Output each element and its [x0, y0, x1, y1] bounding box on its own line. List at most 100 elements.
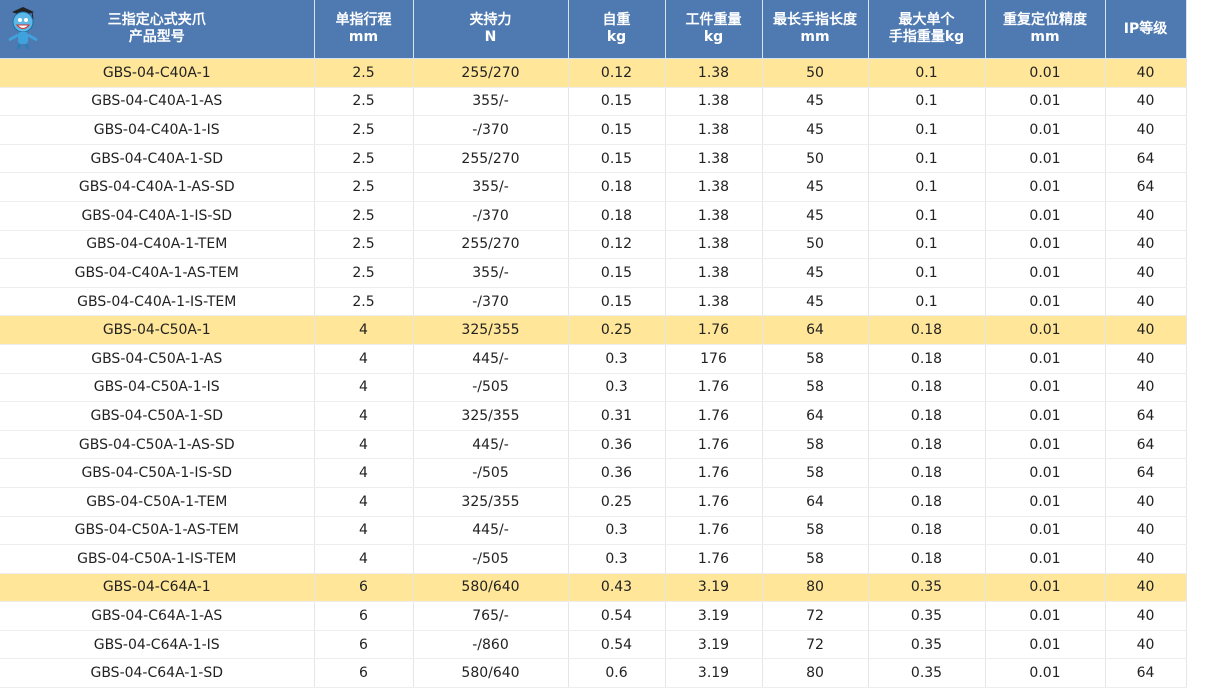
- cell-workpiece-weight: 1.38: [665, 144, 763, 174]
- cell-model: GBS-04-C50A-1-IS: [0, 373, 315, 403]
- cell-weight: 0.15: [568, 115, 666, 145]
- cell-repeatability: 0.01: [985, 516, 1106, 546]
- cell-grip-force: 355/-: [413, 87, 569, 117]
- table-row: GBS-04-C64A-1-AS 6 765/- 0.54 3.19 72 0.35 0.01…: [0, 601, 1187, 631]
- cell-weight: 0.54: [568, 601, 666, 631]
- cell-model: GBS-04-C40A-1-IS: [0, 115, 315, 145]
- cell-workpiece-weight: 1.76: [665, 487, 763, 517]
- table-row: GBS-04-C50A-1-IS 4 -/505 0.3 1.76 58 0.18 0.01 4…: [0, 373, 1187, 403]
- cell-max-finger-length: 80: [762, 658, 869, 688]
- cell-ip-rating: 64: [1105, 658, 1187, 688]
- column-header-max-finger-length: 最长手指长度 mm: [762, 0, 869, 59]
- table-row: GBS-04-C40A-1-AS-SD 2.5 355/- 0.18 1.38 45 0.1…: [0, 172, 1187, 202]
- cell-ip-rating: 64: [1105, 401, 1187, 431]
- cell-max-finger-weight: 0.1: [868, 172, 986, 202]
- cell-ip-rating: 40: [1105, 544, 1187, 574]
- cell-max-finger-weight: 0.1: [868, 258, 986, 288]
- cell-weight: 0.18: [568, 172, 666, 202]
- cell-stroke: 4: [314, 373, 414, 403]
- cell-weight: 0.15: [568, 287, 666, 317]
- cell-repeatability: 0.01: [985, 230, 1106, 260]
- header-unit: 手指重量kg: [888, 29, 965, 45]
- cell-ip-rating: 40: [1105, 373, 1187, 403]
- cell-workpiece-weight: 1.38: [665, 87, 763, 117]
- table-row: GBS-04-C40A-1-AS 2.5 355/- 0.15 1.38 45 0.1 0.0…: [0, 87, 1187, 117]
- table-row: GBS-04-C50A-1-TEM 4 325/355 0.25 1.76 64 0.18 0…: [0, 487, 1187, 517]
- cell-max-finger-length: 58: [762, 458, 869, 488]
- cell-max-finger-weight: 0.18: [868, 344, 986, 374]
- cell-max-finger-length: 50: [762, 58, 869, 88]
- cell-stroke: 2.5: [314, 58, 414, 88]
- header-unit: mm: [800, 29, 830, 45]
- cell-stroke: 4: [314, 544, 414, 574]
- cell-ip-rating: 40: [1105, 315, 1187, 345]
- table-row: GBS-04-C40A-1-TEM 2.5 255/270 0.12 1.38 50 0.1…: [0, 230, 1187, 260]
- cell-stroke: 4: [314, 458, 414, 488]
- cell-weight: 0.3: [568, 544, 666, 574]
- cell-repeatability: 0.01: [985, 201, 1106, 231]
- table-row: GBS-04-C40A-1-SD 2.5 255/270 0.15 1.38 50 0.1 0…: [0, 144, 1187, 174]
- cell-max-finger-weight: 0.18: [868, 315, 986, 345]
- cell-max-finger-weight: 0.1: [868, 230, 986, 260]
- cell-repeatability: 0.01: [985, 601, 1106, 631]
- column-header-model: 三指定心式夹爪 产品型号: [0, 0, 315, 59]
- cell-workpiece-weight: 1.38: [665, 230, 763, 260]
- header-unit: N: [484, 29, 497, 45]
- cell-max-finger-weight: 0.1: [868, 87, 986, 117]
- cell-ip-rating: 64: [1105, 144, 1187, 174]
- cell-ip-rating: 40: [1105, 87, 1187, 117]
- cell-model: GBS-04-C64A-1: [0, 573, 315, 603]
- cell-max-finger-length: 50: [762, 144, 869, 174]
- cell-stroke: 4: [314, 487, 414, 517]
- cell-weight: 0.31: [568, 401, 666, 431]
- column-header-max-finger-weight: 最大单个 手指重量kg: [868, 0, 986, 59]
- cell-max-finger-length: 64: [762, 487, 869, 517]
- table-body: GBS-04-C40A-1 2.5 255/270 0.12 1.38 50 0.1 0.01…: [0, 58, 1187, 688]
- cell-ip-rating: 40: [1105, 601, 1187, 631]
- table-row: GBS-04-C40A-1 2.5 255/270 0.12 1.38 50 0.1 0.01…: [0, 58, 1187, 88]
- cell-max-finger-weight: 0.18: [868, 516, 986, 546]
- cell-model: GBS-04-C50A-1-IS-SD: [0, 458, 315, 488]
- cell-ip-rating: 40: [1105, 516, 1187, 546]
- cell-stroke: 6: [314, 573, 414, 603]
- cell-stroke: 4: [314, 315, 414, 345]
- cell-max-finger-weight: 0.18: [868, 373, 986, 403]
- cell-max-finger-weight: 0.35: [868, 630, 986, 660]
- cell-max-finger-length: 58: [762, 344, 869, 374]
- cell-stroke: 2.5: [314, 172, 414, 202]
- cell-weight: 0.6: [568, 658, 666, 688]
- cell-workpiece-weight: 1.76: [665, 516, 763, 546]
- header-label: IP等级: [1123, 20, 1168, 37]
- cell-repeatability: 0.01: [985, 573, 1106, 603]
- cell-max-finger-length: 58: [762, 544, 869, 574]
- cell-workpiece-weight: 1.76: [665, 373, 763, 403]
- cell-workpiece-weight: 1.76: [665, 430, 763, 460]
- cell-max-finger-length: 64: [762, 401, 869, 431]
- cell-grip-force: 445/-: [413, 344, 569, 374]
- cell-model: GBS-04-C40A-1-AS: [0, 87, 315, 117]
- cell-max-finger-length: 58: [762, 430, 869, 460]
- cell-workpiece-weight: 1.38: [665, 201, 763, 231]
- cell-repeatability: 0.01: [985, 373, 1106, 403]
- cell-grip-force: 325/355: [413, 487, 569, 517]
- cell-grip-force: -/505: [413, 544, 569, 574]
- cell-grip-force: 580/640: [413, 658, 569, 688]
- table-row: GBS-04-C50A-1-AS-SD 4 445/- 0.36 1.76 58 0.18 0…: [0, 430, 1187, 460]
- cell-weight: 0.12: [568, 58, 666, 88]
- header-label: 工件重量: [685, 12, 742, 28]
- cell-stroke: 2.5: [314, 87, 414, 117]
- column-header-grip-force: 夹持力 N: [413, 0, 569, 59]
- cell-grip-force: -/505: [413, 458, 569, 488]
- cell-weight: 0.3: [568, 373, 666, 403]
- column-header-weight: 自重 kg: [568, 0, 666, 59]
- cell-workpiece-weight: 176: [665, 344, 763, 374]
- cell-model: GBS-04-C50A-1-AS: [0, 344, 315, 374]
- cell-weight: 0.36: [568, 458, 666, 488]
- cell-max-finger-weight: 0.18: [868, 544, 986, 574]
- cell-repeatability: 0.01: [985, 544, 1106, 574]
- cell-weight: 0.36: [568, 430, 666, 460]
- cell-weight: 0.15: [568, 144, 666, 174]
- cell-repeatability: 0.01: [985, 87, 1106, 117]
- table-row: GBS-04-C40A-1-IS-TEM 2.5 -/370 0.15 1.38 45 0.…: [0, 287, 1187, 317]
- cell-weight: 0.3: [568, 516, 666, 546]
